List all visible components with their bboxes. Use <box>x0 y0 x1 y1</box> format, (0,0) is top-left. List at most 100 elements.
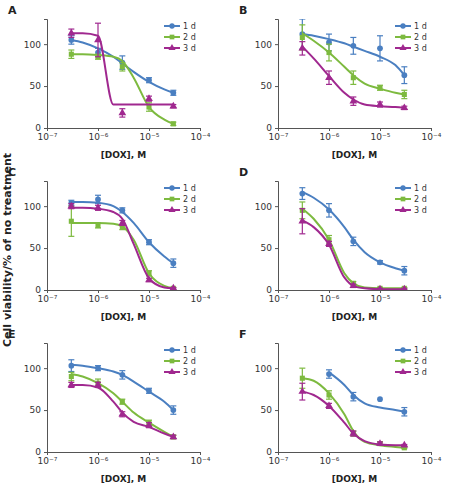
x-tick-label: 10⁻⁷ <box>38 294 58 304</box>
error-cap <box>170 267 176 268</box>
legend-marker <box>168 44 175 50</box>
error-bar <box>119 63 125 71</box>
error-cap <box>326 378 332 379</box>
error-cap <box>299 199 305 200</box>
data-point <box>325 401 333 408</box>
error-bar <box>95 366 101 371</box>
y-tick-label: 100 <box>24 364 41 374</box>
data-point <box>350 394 356 400</box>
error-cap <box>326 70 332 71</box>
y-tick: 100 <box>255 202 278 212</box>
plot-area <box>67 195 177 290</box>
error-cap <box>401 83 407 84</box>
error-cap <box>68 58 74 59</box>
x-axis-title: [DOX], M <box>101 474 147 484</box>
x-tick-label: 10⁻⁵ <box>140 294 160 304</box>
data-point <box>69 374 74 379</box>
x-tick-label: 10⁻⁷ <box>38 456 58 466</box>
error-cap <box>299 399 305 400</box>
error-cap <box>146 111 152 112</box>
data-point <box>401 72 407 78</box>
error-cap <box>401 66 407 67</box>
x-tick-label: 10⁻⁶ <box>320 132 340 142</box>
y-tick-label: 50 <box>30 243 42 253</box>
error-cap <box>326 203 332 204</box>
data-point <box>169 102 177 109</box>
x-tick-mark <box>431 128 432 131</box>
data-point <box>326 207 332 213</box>
error-cap <box>95 56 101 57</box>
y-tick-mark <box>275 206 278 207</box>
error-bar <box>68 29 74 37</box>
error-bar <box>119 371 125 379</box>
legend-marker <box>170 35 175 40</box>
y-tick: 0 <box>35 285 47 295</box>
error-cap <box>350 70 356 71</box>
error-bar <box>146 240 152 245</box>
legend-marker <box>170 359 175 364</box>
legend-item: 1 d <box>164 22 196 31</box>
error-bar <box>170 122 176 125</box>
error-cap <box>68 372 74 373</box>
fit-curve <box>302 378 404 448</box>
data-point <box>326 40 332 46</box>
series <box>299 19 407 84</box>
y-tick-mark <box>44 410 47 411</box>
legend-marker <box>169 347 174 352</box>
y-axis-line <box>275 20 279 129</box>
plot-area <box>67 360 177 440</box>
y-axis-line <box>44 182 48 291</box>
legend-marker <box>170 197 175 202</box>
data-point <box>377 45 383 51</box>
x-tick-label: 10⁻⁶ <box>320 456 340 466</box>
fit-curve <box>302 209 404 289</box>
series <box>298 383 408 447</box>
legend: 1 d2 d3 d <box>164 184 196 215</box>
y-tick-mark <box>44 128 47 129</box>
legend-label: 2 d <box>183 33 196 42</box>
error-cap <box>401 415 407 416</box>
data-point <box>95 197 101 203</box>
y-axis-line <box>44 344 48 453</box>
y-tick: 50 <box>261 81 278 91</box>
legend-marker <box>400 185 405 190</box>
data-point <box>170 260 176 266</box>
error-cap <box>299 54 305 55</box>
data-point <box>298 44 306 51</box>
legend-marker <box>169 23 174 28</box>
legend-marker <box>400 347 405 352</box>
data-point <box>146 239 152 245</box>
y-tick-mark <box>275 248 278 249</box>
legend-label: 2 d <box>414 357 427 366</box>
error-bar <box>401 267 407 275</box>
x-axis: 10⁻⁷10⁻⁶10⁻⁵10⁻⁴ <box>269 452 442 466</box>
x-tick-mark <box>380 452 381 455</box>
y-tick: 50 <box>261 243 278 253</box>
legend-item: 1 d <box>395 346 427 355</box>
x-tick: 10⁻⁴ <box>422 452 442 466</box>
y-tick: 50 <box>30 243 47 253</box>
fit-curve <box>302 220 404 289</box>
data-point <box>119 372 125 378</box>
series <box>68 206 176 290</box>
y-tick-mark <box>275 128 278 129</box>
error-cap <box>350 105 356 106</box>
data-point <box>376 285 384 290</box>
y-tick-label: 0 <box>266 447 272 457</box>
x-axis-line <box>48 291 201 294</box>
x-axis-line <box>48 453 201 456</box>
data-point <box>300 376 305 381</box>
legend: 1 d2 d3 d <box>164 22 196 53</box>
error-cap <box>350 392 356 393</box>
error-cap <box>95 56 101 57</box>
error-cap <box>401 407 407 408</box>
x-tick: 10⁻⁶ <box>89 290 109 304</box>
x-tick: 10⁻⁵ <box>371 452 391 466</box>
panel-title: D <box>239 166 248 179</box>
x-tick: 10⁻⁶ <box>320 290 340 304</box>
fit-curve <box>302 392 404 446</box>
data-point <box>170 407 176 413</box>
error-cap <box>299 187 305 188</box>
error-bar <box>95 379 101 387</box>
data-point <box>401 409 407 415</box>
